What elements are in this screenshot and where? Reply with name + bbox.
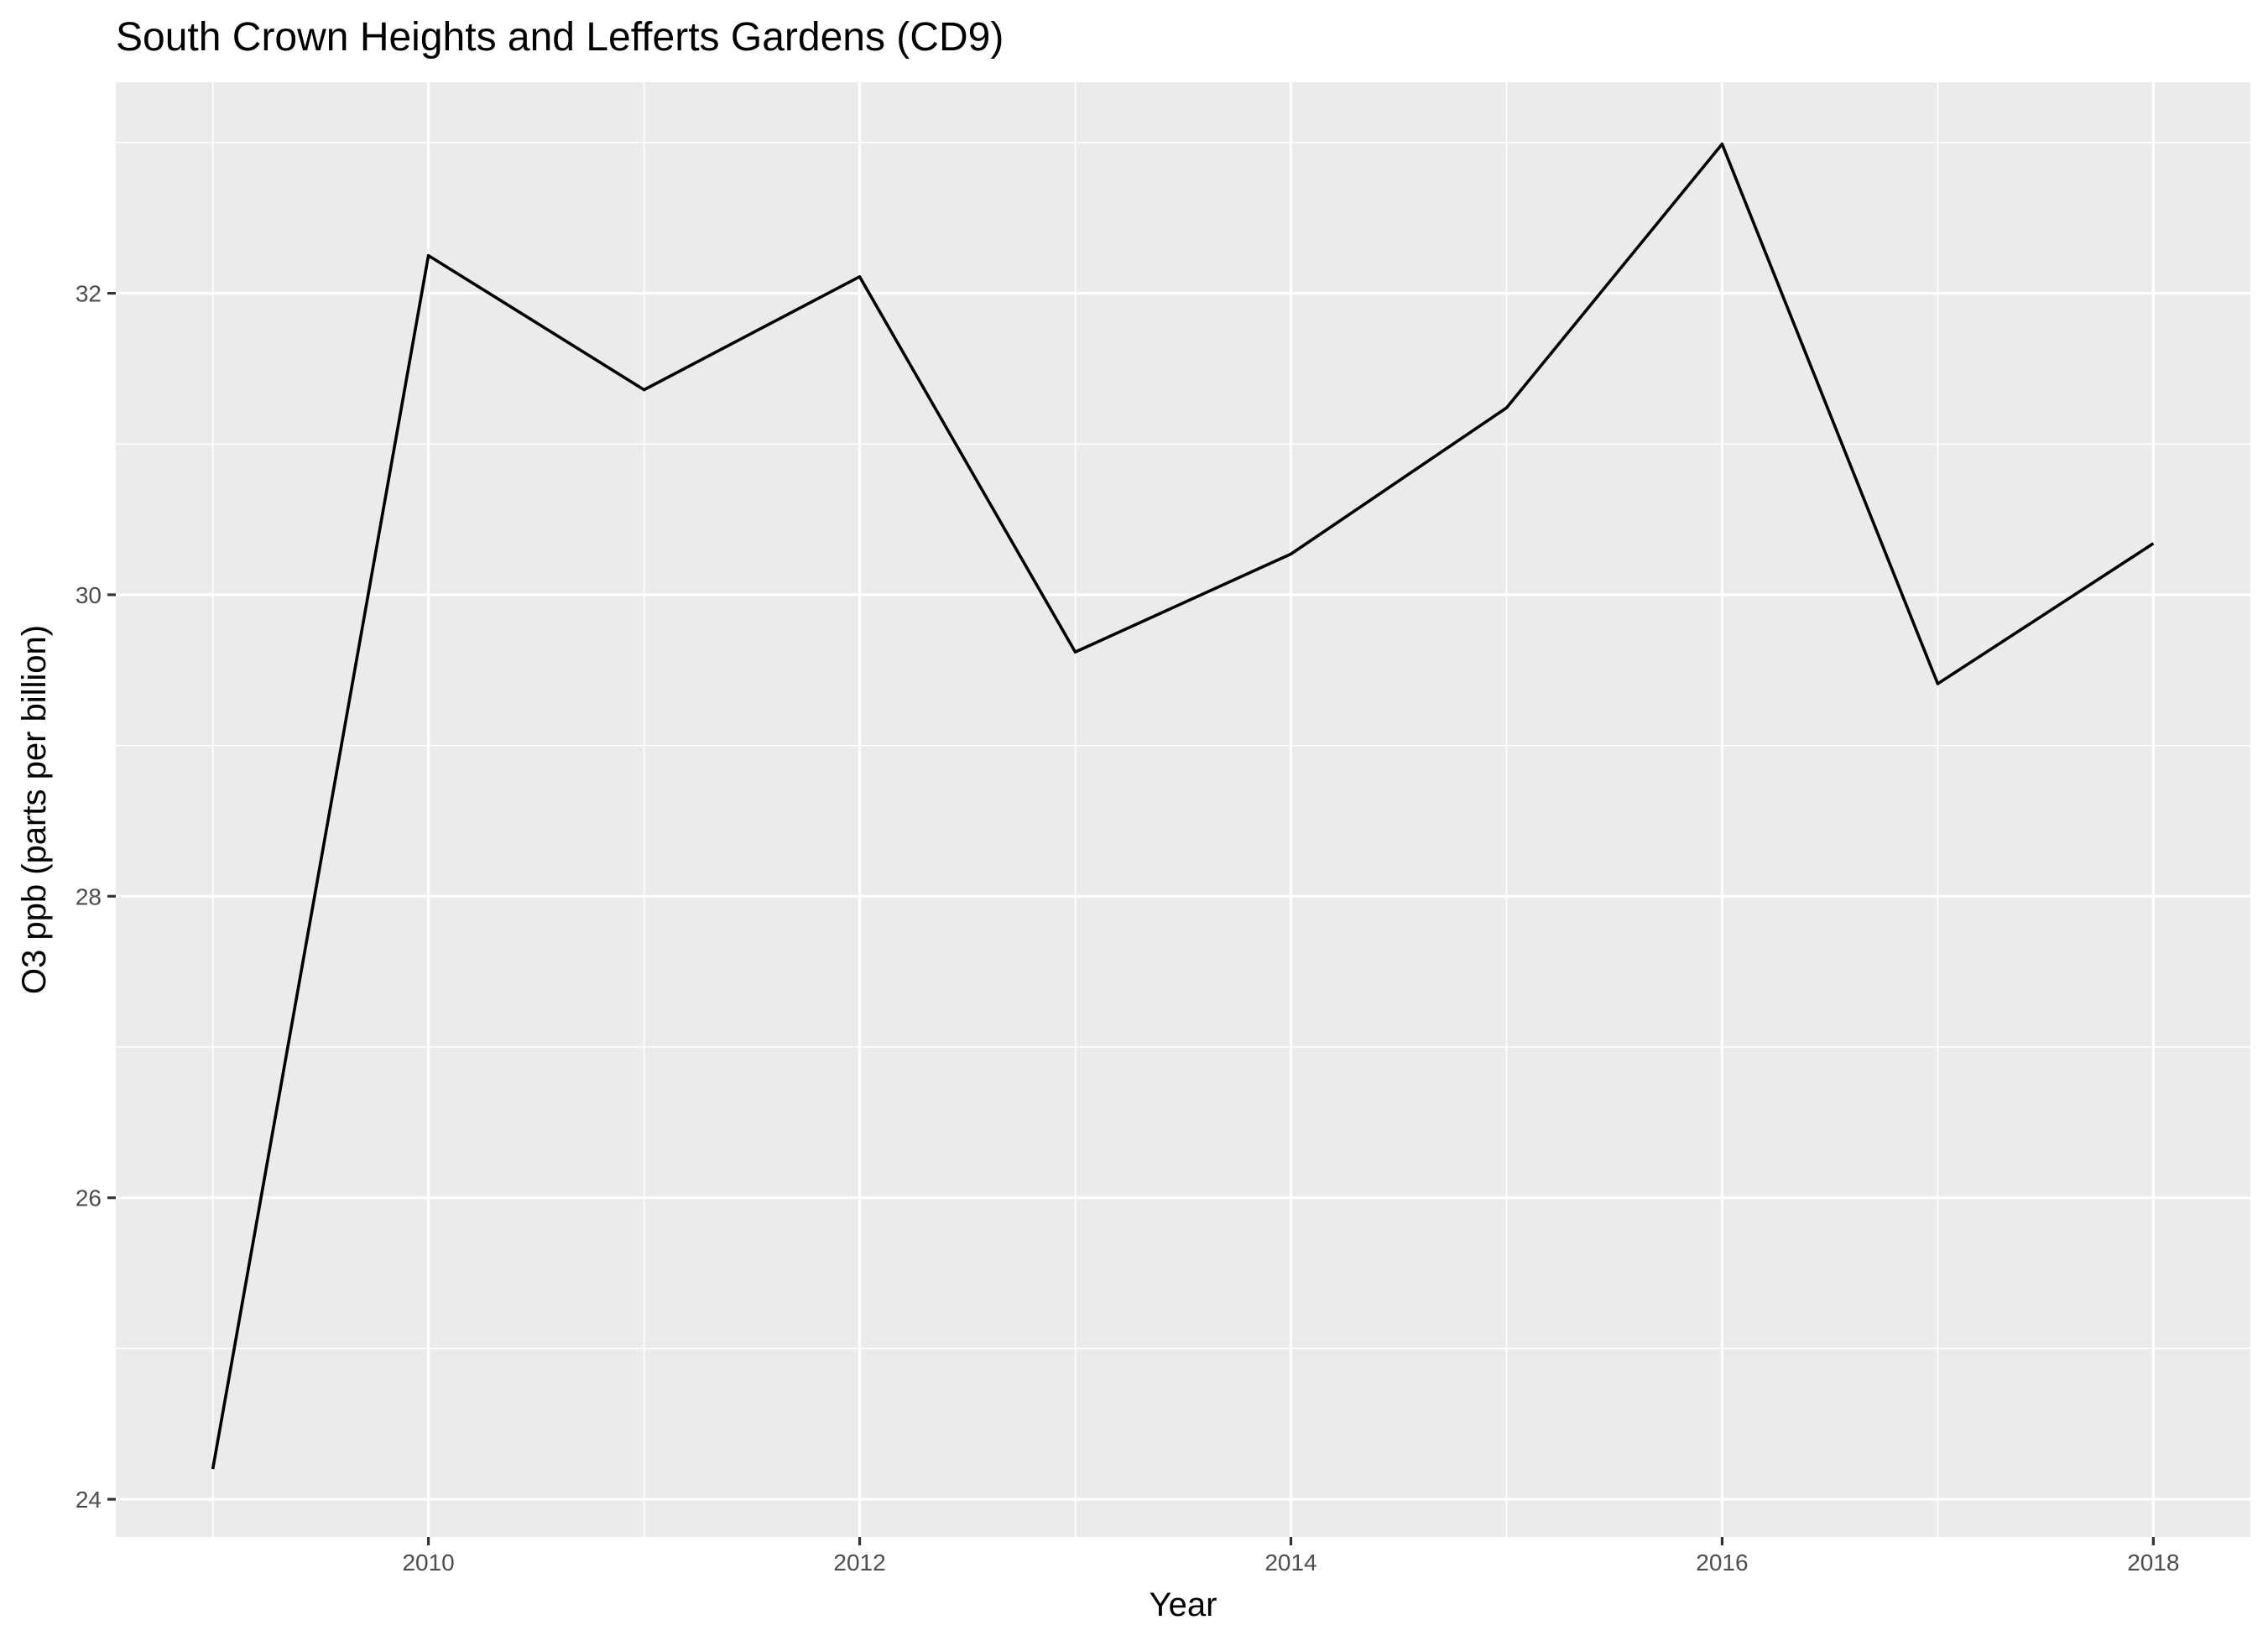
series-layer	[211, 142, 2155, 1470]
y-axis: 24 26 28 30 32	[76, 281, 116, 1513]
major-gridlines	[116, 82, 2250, 1537]
minor-gridlines	[116, 82, 2250, 1537]
plot-panel	[116, 82, 2250, 1537]
x-tick-label: 2018	[2127, 1550, 2179, 1576]
y-tick-label: 32	[76, 281, 102, 307]
chart-title: South Crown Heights and Lefferts Gardens…	[116, 15, 1004, 60]
y-tick-label: 28	[76, 883, 102, 909]
x-axis: 2010 2012 2014 2016 2018	[402, 1537, 2180, 1576]
y-tick-label: 24	[76, 1487, 102, 1513]
x-tick-label: 2012	[833, 1550, 885, 1576]
y-axis-title: O3 ppb (parts per billion)	[16, 625, 53, 994]
x-tick-label: 2014	[1264, 1550, 1316, 1576]
y-tick-label: 30	[76, 582, 102, 608]
series-line-0	[211, 142, 2155, 1470]
x-tick-label: 2016	[1696, 1550, 1748, 1576]
x-axis-title: Year	[1150, 1586, 1217, 1623]
y-tick-label: 26	[76, 1185, 102, 1211]
x-tick-label: 2010	[402, 1550, 454, 1576]
